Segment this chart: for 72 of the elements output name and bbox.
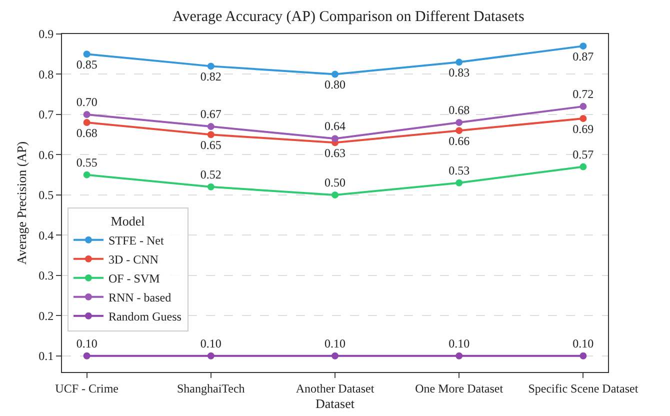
data-label: 0.52 [200, 168, 222, 182]
data-label: 0.67 [200, 107, 222, 122]
x-axis-title: Dataset [316, 396, 355, 411]
point [456, 179, 463, 186]
data-label: 0.68 [76, 126, 98, 140]
data-label: 0.68 [448, 103, 470, 118]
x-tick-label: One More Dataset [415, 381, 504, 396]
data-label: 0.64 [324, 119, 346, 134]
y-axis-title: Average Precision (AP) [14, 141, 29, 265]
point [332, 70, 338, 78]
data-label: 0.53 [448, 164, 470, 178]
y-tick-label: 0.5 [38, 188, 54, 202]
data-label: 0.80 [324, 78, 346, 92]
chart-title: Average Accuracy (AP) Comparison on Different Datasets [172, 8, 524, 25]
y-tick-label: 0.2 [38, 308, 54, 323]
data-label: 0.10 [572, 336, 594, 351]
data-label: 0.10 [200, 336, 222, 351]
data-label: 0.83 [448, 66, 470, 80]
data-label: 0.57 [572, 147, 594, 162]
legend-label: OF - SVM [108, 272, 160, 286]
point [456, 119, 463, 126]
data-label: 0.65 [200, 138, 222, 152]
point [83, 110, 90, 118]
legend-title: Model [110, 213, 146, 228]
point [456, 58, 463, 66]
x-tick-label: Specific Scene Dataset [528, 381, 639, 396]
data-label: 0.72 [572, 87, 594, 102]
data-label: 0.82 [200, 70, 222, 84]
y-tick-label: 0.1 [38, 349, 54, 364]
legend-label: 3D - CNN [108, 252, 159, 267]
legend-label: STFE - Net [108, 234, 164, 248]
point [207, 352, 214, 360]
point [580, 352, 587, 360]
data-label: 0.70 [76, 95, 98, 110]
y-tick-label: 0.7 [38, 108, 54, 122]
point [332, 352, 338, 360]
point [83, 119, 90, 126]
point [332, 191, 338, 198]
data-label: 0.10 [448, 336, 470, 351]
data-label: 0.55 [76, 155, 98, 170]
data-label: 0.10 [76, 336, 98, 351]
y-tick-label: 0.9 [38, 27, 54, 42]
point [207, 123, 214, 130]
point [332, 135, 338, 142]
point [83, 352, 90, 360]
data-label: 0.69 [572, 122, 594, 136]
point [456, 127, 463, 134]
point [83, 171, 90, 178]
point [207, 131, 214, 138]
y-tick-label: 0.3 [38, 268, 54, 283]
data-label: 0.63 [324, 146, 346, 160]
x-tick-label: Another Dataset [296, 381, 375, 396]
point [83, 50, 90, 58]
point [580, 115, 587, 122]
data-label: 0.50 [324, 176, 346, 190]
point [207, 62, 214, 70]
point [580, 102, 587, 110]
x-tick-label: ShanghaiTech [177, 381, 245, 396]
y-tick-label: 0.6 [38, 148, 54, 162]
point [456, 352, 463, 360]
x-tick-label: UCF - Crime [55, 381, 118, 396]
y-tick-label: 0.4 [38, 228, 54, 242]
data-label: 0.10 [324, 336, 346, 351]
data-label: 0.87 [572, 49, 594, 64]
point [207, 183, 214, 190]
y-tick-label: 0.8 [38, 67, 54, 82]
point [580, 163, 587, 170]
point [580, 42, 587, 50]
data-label: 0.66 [448, 134, 470, 148]
legend-label: Random Guess [108, 310, 182, 324]
data-label: 0.85 [76, 57, 98, 72]
legend-label: RNN - based [108, 290, 172, 305]
